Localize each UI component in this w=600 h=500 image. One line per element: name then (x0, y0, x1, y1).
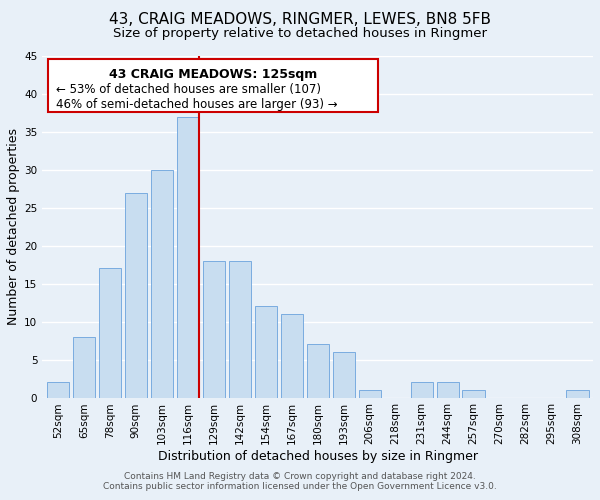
Bar (463, 390, 485, 398)
Bar (566, 390, 589, 398)
Bar (437, 382, 458, 398)
Bar (359, 390, 380, 398)
Text: 46% of semi-detached houses are larger (93) →: 46% of semi-detached houses are larger (… (56, 98, 338, 110)
Text: Contains public sector information licensed under the Open Government Licence v3: Contains public sector information licen… (103, 482, 497, 491)
Text: ← 53% of detached houses are smaller (107): ← 53% of detached houses are smaller (10… (56, 82, 321, 96)
Text: Contains HM Land Registry data © Crown copyright and database right 2024.: Contains HM Land Registry data © Crown c… (124, 472, 476, 481)
Bar (203, 261, 225, 398)
Bar (229, 261, 251, 398)
Text: Size of property relative to detached houses in Ringmer: Size of property relative to detached ho… (113, 28, 487, 40)
X-axis label: Distribution of detached houses by size in Ringmer: Distribution of detached houses by size … (158, 450, 478, 463)
Bar (307, 344, 329, 398)
Bar (332, 352, 355, 398)
Bar (176, 116, 199, 398)
Text: 43 CRAIG MEADOWS: 125sqm: 43 CRAIG MEADOWS: 125sqm (109, 68, 317, 81)
Bar (73, 337, 95, 398)
Y-axis label: Number of detached properties: Number of detached properties (7, 128, 20, 325)
Text: 43, CRAIG MEADOWS, RINGMER, LEWES, BN8 5FB: 43, CRAIG MEADOWS, RINGMER, LEWES, BN8 5… (109, 12, 491, 28)
Bar (125, 192, 147, 398)
Bar (47, 382, 69, 398)
Bar (254, 306, 277, 398)
Bar (99, 268, 121, 398)
Bar (151, 170, 173, 398)
Bar (410, 382, 433, 398)
Bar (281, 314, 302, 398)
FancyBboxPatch shape (48, 60, 378, 112)
